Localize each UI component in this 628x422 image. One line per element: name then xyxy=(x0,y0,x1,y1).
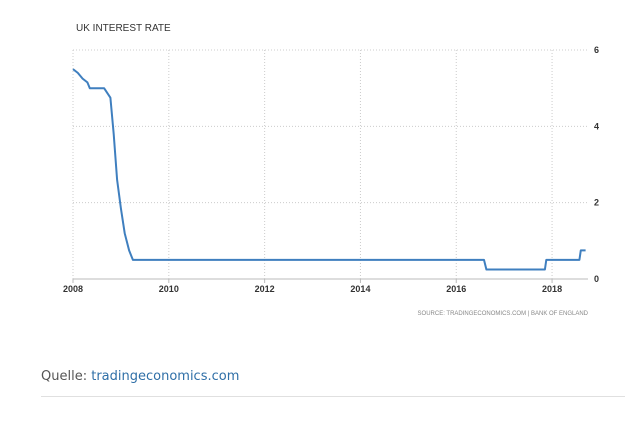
x-tick-label: 2010 xyxy=(159,284,179,294)
x-tick-label: 2012 xyxy=(255,284,275,294)
y-tick-label: 0 xyxy=(594,274,599,284)
x-tick-label: 2014 xyxy=(350,284,370,294)
chart-title: UK INTEREST RATE xyxy=(76,23,171,34)
x-tick-label: 2016 xyxy=(446,284,466,294)
source-caption: Quelle: tradingeconomics.com xyxy=(41,369,239,384)
caption-prefix: Quelle: xyxy=(41,369,88,384)
divider xyxy=(41,396,625,397)
y-tick-label: 6 xyxy=(594,45,599,55)
x-tick-label: 2018 xyxy=(542,284,562,294)
tick-labels: 0 2 4 6 2008 2010 2012 2014 2016 2018 xyxy=(63,45,599,294)
y-tick-label: 2 xyxy=(594,198,599,208)
source-link[interactable]: tradingeconomics.com xyxy=(91,369,240,384)
series-layer xyxy=(72,68,586,271)
series-line xyxy=(72,68,586,271)
x-tick-label: 2008 xyxy=(63,284,83,294)
y-tick-label: 4 xyxy=(594,121,599,131)
source-note: SOURCE: TRADINGECONOMICS.COM | BANK OF E… xyxy=(418,311,589,317)
grid-lines xyxy=(72,49,588,283)
